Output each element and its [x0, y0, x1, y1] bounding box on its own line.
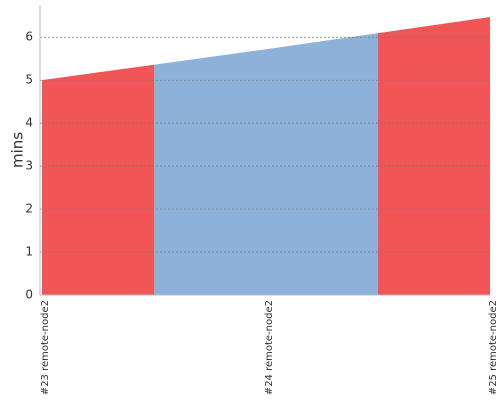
y-tick-label: 3 — [25, 159, 33, 173]
y-tick-label: 5 — [25, 73, 33, 87]
area-segment — [378, 17, 490, 295]
x-tick-label: #24 remote-node2 — [264, 300, 275, 395]
y-tick-label: 4 — [25, 116, 33, 130]
x-tick-label: #25 remote-node2 — [488, 300, 499, 395]
area-segment — [154, 33, 378, 295]
y-tick-label: 6 — [25, 30, 33, 44]
y-tick-label: 2 — [25, 202, 33, 216]
x-tick-label: #23 remote-node2 — [40, 300, 51, 395]
y-tick-label: 1 — [25, 245, 33, 259]
area-segment — [42, 64, 154, 295]
y-tick-label: 0 — [25, 288, 33, 302]
y-axis-label: mins — [9, 132, 27, 168]
